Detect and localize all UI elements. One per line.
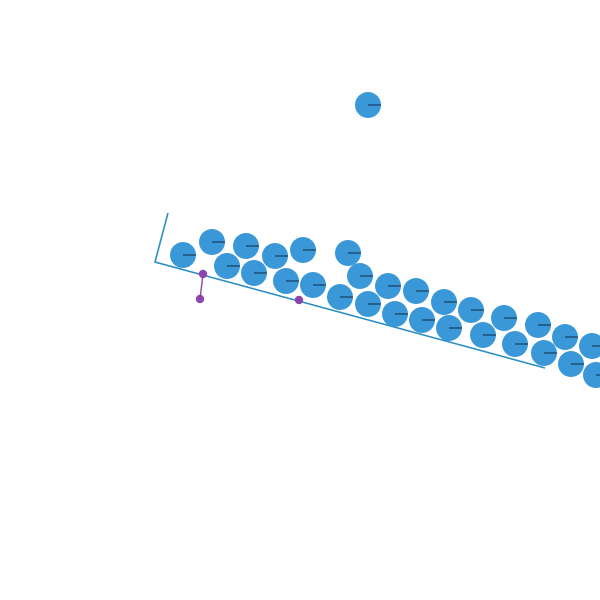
- ball: [355, 291, 381, 317]
- ball: [347, 263, 373, 289]
- ball: [579, 333, 600, 359]
- ball: [290, 237, 316, 263]
- ball-body: [583, 362, 600, 388]
- ball: [502, 331, 528, 357]
- ball: [470, 322, 496, 348]
- ball: [525, 312, 551, 338]
- ball: [199, 229, 225, 255]
- joint-dot: [198, 269, 208, 279]
- ball: [233, 233, 259, 259]
- ball: [214, 253, 240, 279]
- joint-dot: [294, 295, 304, 305]
- ball: [327, 284, 353, 310]
- ball: [531, 340, 557, 366]
- ball: [241, 260, 267, 286]
- container-wall: [154, 212, 546, 369]
- joint-group: [195, 269, 304, 305]
- ball: [583, 362, 600, 388]
- ball: [300, 272, 326, 298]
- ball: [491, 305, 517, 331]
- ball: [273, 268, 299, 294]
- ball: [552, 324, 578, 350]
- ball: [262, 243, 288, 269]
- ball-body: [579, 333, 600, 359]
- container-outline: [154, 212, 546, 369]
- ball: [335, 240, 361, 266]
- ball: [355, 92, 381, 118]
- joint-dot: [195, 294, 205, 304]
- ball: [409, 307, 435, 333]
- ball-group: [170, 92, 600, 388]
- ball: [558, 351, 584, 377]
- ball: [170, 242, 196, 268]
- ball: [382, 301, 408, 327]
- ball: [431, 289, 457, 315]
- ball: [403, 278, 429, 304]
- ball: [436, 315, 462, 341]
- ball: [375, 273, 401, 299]
- ball: [458, 297, 484, 323]
